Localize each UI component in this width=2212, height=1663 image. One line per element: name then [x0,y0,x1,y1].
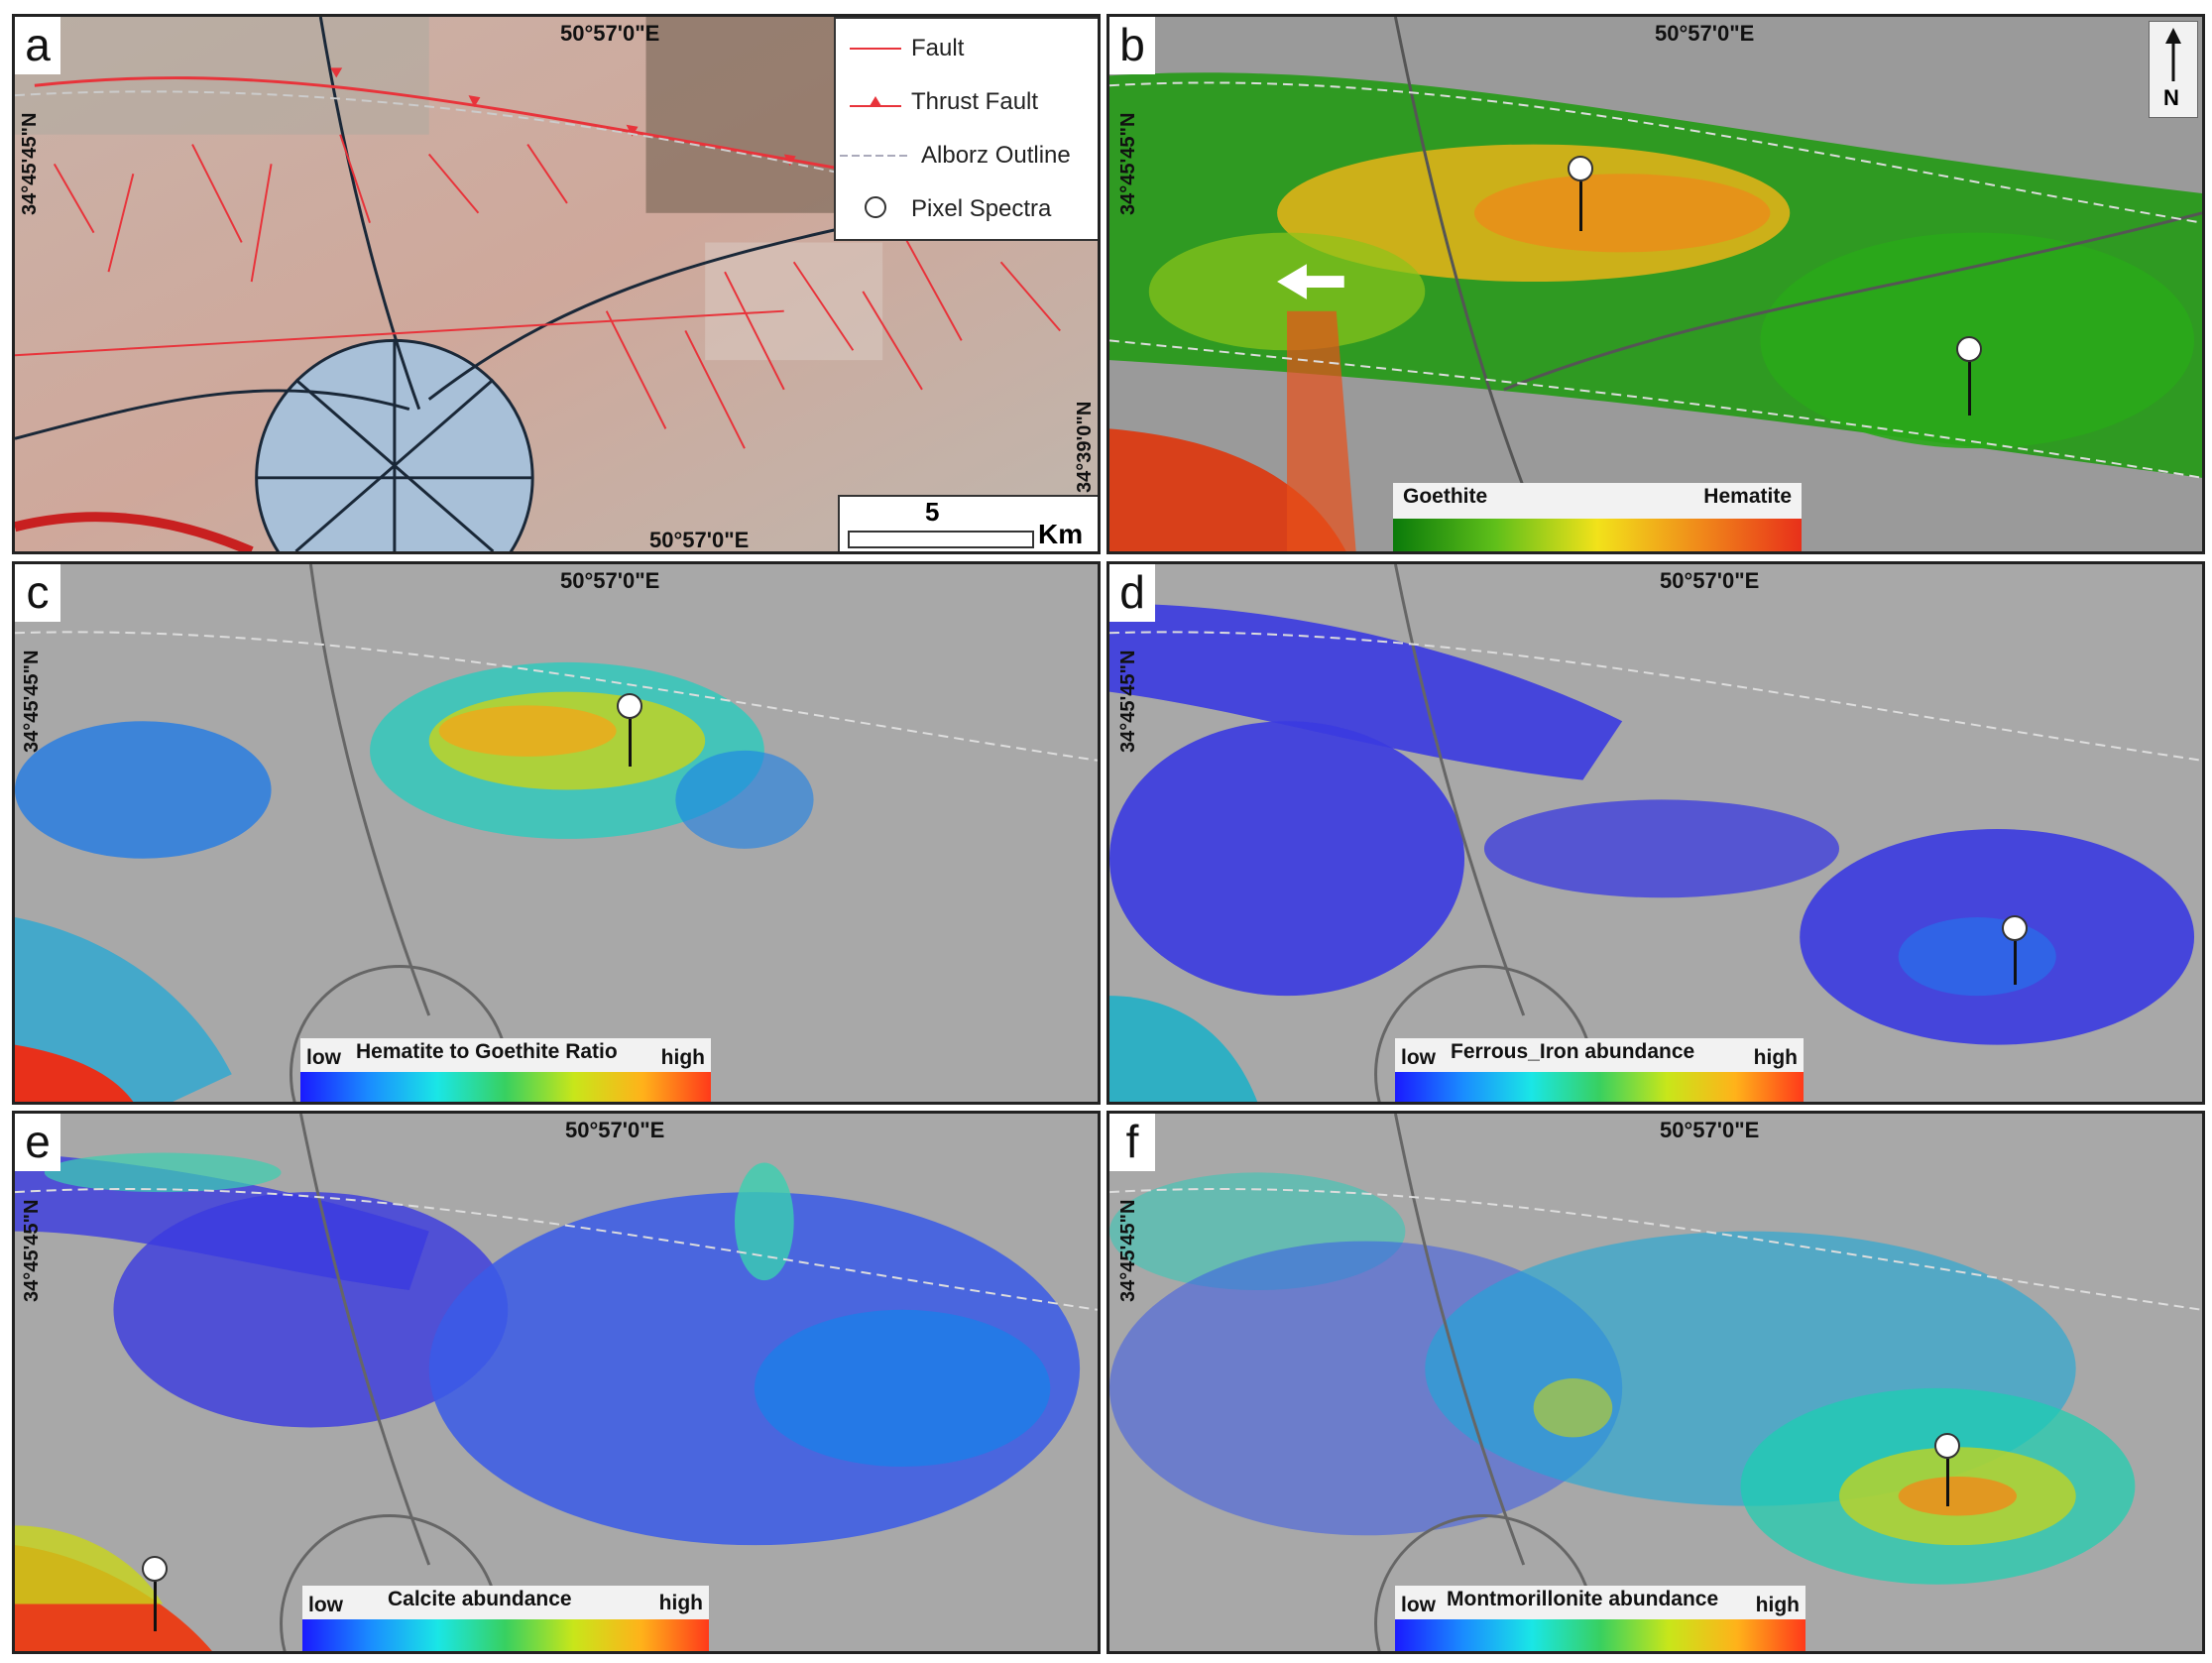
panel-letter: b [1109,17,1155,74]
panel-letter: a [15,17,60,74]
panel-f: f 50°57'0"E 34°45'45"N low Montmorilloni… [1106,1111,2205,1654]
pixel-spectra-stem [1968,362,1971,416]
panel-e-calcite-map [15,1114,1098,1651]
latitude-label: 34°45'45"N [1117,650,1139,753]
colorbar-ramp [1395,1072,1804,1102]
direction-arrow-icon [1277,264,1344,299]
longitude-label: 50°57'0"E [560,21,660,46]
colorbar-montmorillonite: low Montmorillonite abundance high [1395,1586,1805,1651]
latitude-label: 34°45'45"N [21,1199,43,1302]
fault-line-icon [850,48,901,50]
legend-alborz-outline: Alborz Outline [836,130,1098,181]
panel-letter: c [15,564,60,622]
legend-pixel-spectra: Pixel Spectra [836,183,1098,235]
pixel-spectra-marker [1568,156,1593,181]
latitude-label: 34°45'45"N [1117,1199,1139,1302]
panel-d: d 50°57'0"E 34°45'45"N low Ferrous_Iron … [1106,561,2205,1105]
pixel-spectra-marker [2002,915,2028,941]
colorbar-calcite: low Calcite abundance high [302,1586,709,1651]
scale-bar: 5 Km [838,495,1098,551]
dashed-outline-icon [840,155,911,157]
scale-bar-line [848,531,1034,548]
map-legend: Fault Thrust Fault Alborz Outline Pixel … [834,17,1098,241]
legend-thrust-fault: Thrust Fault [836,76,1098,128]
pixel-spectra-marker [1956,336,1982,362]
longitude-label: 50°57'0"E [560,568,660,593]
longitude-label-bottom: 50°57'0"E [649,528,750,552]
panel-d-ferrous-iron-map [1109,564,2202,1102]
panel-letter: d [1109,564,1155,622]
thrust-fault-icon [850,96,901,107]
pixel-spectra-stem [1579,181,1582,231]
north-arrow-icon: N [2149,21,2198,118]
panel-b: b 50°57'0"E 34°45'45"N N Goethite Hemati… [1106,14,2205,554]
latitude-label: 34°45'45"N [1117,112,1139,215]
panel-f-montmorillonite-map [1109,1114,2202,1651]
panel-b-goethite-hematite-map [1109,17,2202,551]
panel-a: a 50°57'0"E 50°57'0"E 34°45'45"N 34°39'0… [12,14,1101,554]
pixel-spectra-stem [2014,941,2017,985]
colorbar-ramp [302,1619,709,1651]
panel-letter: f [1109,1114,1155,1171]
colorbar-ramp [1395,1619,1805,1651]
latitude-label: 34°45'45"N [21,650,43,753]
colorbar-goethite-hematite: Goethite Hematite [1393,483,1802,551]
colorbar-ramp [300,1072,711,1102]
pixel-spectra-marker [1934,1433,1960,1459]
pixel-spectra-marker [617,693,642,719]
colorbar-hematite-goethite-ratio: low Hematite to Goethite Ratio high [300,1038,711,1102]
pixel-spectra-stem [629,719,632,767]
longitude-label: 50°57'0"E [1660,1118,1760,1142]
pixel-spectra-stem [1946,1459,1949,1506]
colorbar-ferrous-iron: low Ferrous_Iron abundance high [1395,1038,1804,1102]
longitude-label: 50°57'0"E [565,1118,665,1142]
longitude-label: 50°57'0"E [1655,21,1755,46]
panel-c: c 50°57'0"E 34°45'45"N low Hematite to G… [12,561,1101,1105]
pixel-spectra-icon [865,196,886,218]
panel-c-hematite-goethite-ratio-map [15,564,1098,1102]
panel-letter: e [15,1114,60,1171]
legend-fault: Fault [836,23,1098,74]
panel-e: e 50°57'0"E 34°45'45"N low Calcite abund… [12,1111,1101,1654]
latitude-label: 34°45'45"N [19,112,41,215]
pixel-spectra-marker [142,1556,168,1582]
longitude-label: 50°57'0"E [1660,568,1760,593]
colorbar-ramp [1393,519,1802,551]
latitude-label-right: 34°39'0"N [1074,401,1096,493]
pixel-spectra-stem [154,1582,157,1631]
